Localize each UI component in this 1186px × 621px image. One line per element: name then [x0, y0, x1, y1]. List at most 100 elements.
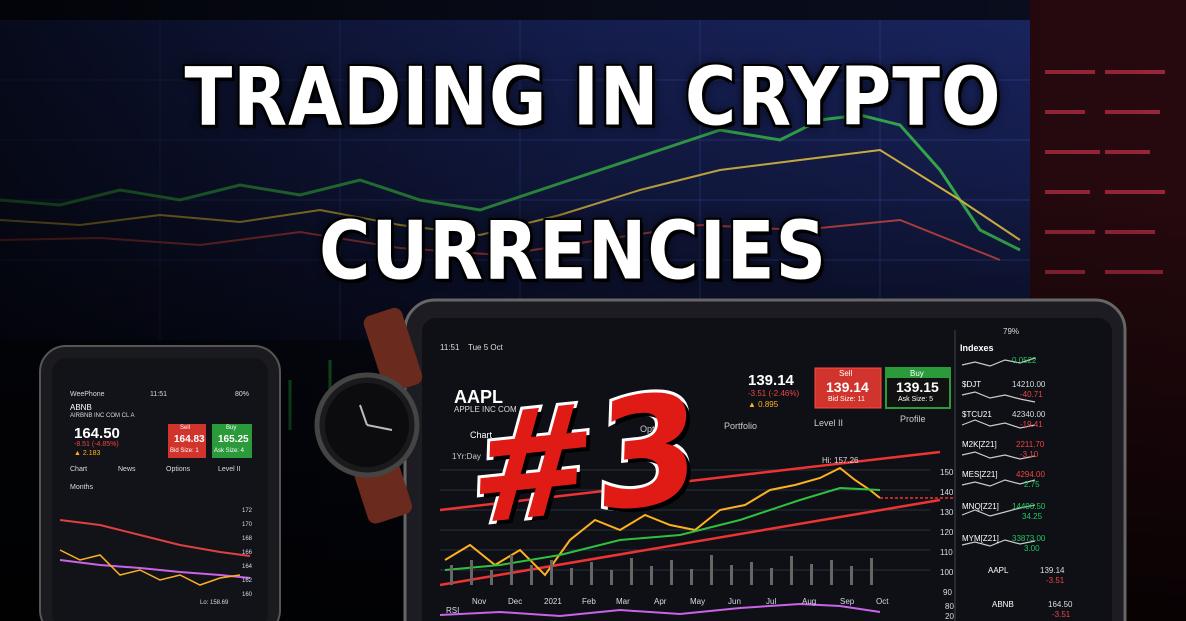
index-change: -40.71 [1020, 390, 1043, 399]
tablet-x-tick: Jun [728, 597, 741, 606]
tablet-tab-profile[interactable]: Profile [900, 414, 926, 424]
phone-device [39, 345, 281, 621]
tablet-y-tick: 90 [943, 588, 952, 597]
tablet-y-tick: 110 [940, 548, 953, 557]
tablet-x-tick: Dec [508, 597, 523, 606]
phone-y-tick: 168 [242, 536, 253, 542]
index-name[interactable]: MYM[Z21] [962, 534, 999, 543]
index-change: 3.00 [1024, 544, 1040, 553]
tablet-y-tick: 150 [940, 468, 954, 477]
title-line-1: TRADING IN CRYPTO [183, 48, 1002, 146]
tablet-y-tick: 120 [940, 528, 954, 537]
phone-y-tick: 166 [242, 550, 253, 556]
index-value: 4294.00 [1016, 470, 1045, 479]
tablet-ask-size: Ask Size: 5 [898, 396, 934, 403]
tablet-x-tick: 2021 [544, 597, 562, 606]
index-change: -3.10 [1020, 450, 1039, 459]
tablet-y-tick: 100 [940, 568, 954, 577]
tablet-sell-price[interactable]: 139.14 [826, 379, 869, 395]
tablet-hi-label: Hi: 157.26 [822, 456, 859, 465]
phone-ticker[interactable]: ABNB [70, 403, 92, 412]
tablet-x-tick: May [690, 597, 706, 606]
episode-number: #3 [465, 357, 706, 563]
phone-sell-price[interactable]: 164.83 [174, 434, 205, 445]
tablet-range[interactable]: 1Yr:Day [452, 452, 481, 461]
tablet-x-tick: Nov [472, 597, 487, 606]
phone-buy-price[interactable]: 165.25 [218, 434, 249, 445]
tablet-change: -3.51 (-2.46%) [748, 389, 800, 398]
index-value: 139.14 [1040, 566, 1065, 575]
phone-company: AIRBNB INC COM CL A [70, 413, 135, 419]
tablet-company: APPLE INC COM [454, 405, 517, 414]
index-value: 42340.00 [1012, 410, 1046, 419]
phone-y-tick: 162 [242, 578, 253, 584]
index-name[interactable]: MES[Z21] [962, 470, 998, 479]
tablet-tab-news[interactable]: News [560, 426, 583, 436]
tablet-x-tick: Sep [840, 597, 855, 606]
tablet-status-date: Tue 5 Oct [468, 343, 503, 352]
tablet-tab-portfolio[interactable]: Portfolio [724, 421, 758, 431]
tablet-x-tick: Jul [766, 597, 777, 606]
phone-battery: 80% [235, 391, 250, 398]
phone-range[interactable]: Months [70, 484, 93, 491]
index-name[interactable]: M2K[Z21] [962, 440, 997, 449]
phone-carrier: WeePhone [70, 391, 105, 398]
tablet-x-tick: Oct [876, 597, 889, 606]
phone-buy-label[interactable]: Buy [226, 425, 237, 431]
tablet-tab-level2[interactable]: Level II [814, 418, 844, 428]
index-name[interactable]: AAPL [988, 566, 1009, 575]
tablet-x-tick: Feb [582, 597, 596, 606]
index-change: 2.75 [1024, 480, 1040, 489]
index-value: 14496.50 [1012, 502, 1046, 511]
index-value: 14210.00 [1012, 380, 1046, 389]
phone-y-tick: 160 [242, 592, 253, 598]
title-line-2: CURRENCIES [317, 202, 828, 300]
index-change: 34.25 [1022, 512, 1043, 521]
tablet-rsi-tick: 20 [945, 612, 954, 621]
index-name[interactable]: MNQ[Z21] [962, 502, 999, 511]
tablet-tab-options[interactable]: Options [640, 424, 672, 434]
tablet-y-tick: 130 [940, 508, 954, 517]
index-name[interactable]: $DJT [962, 380, 982, 389]
phone-sell-label[interactable]: Sell [180, 425, 191, 431]
phone-bid-size: Bid Size: 1 [170, 448, 199, 454]
wristwatch [314, 307, 423, 524]
phone-tab-level2[interactable]: Level II [218, 466, 241, 473]
tablet-y-tick: 140 [940, 488, 954, 497]
phone-low-label: Lo: 158.69 [200, 600, 229, 606]
tablet-change-sub: ▲ 0.895 [748, 400, 779, 409]
tablet-bid-size: Bid Size: 11 [828, 396, 865, 403]
tablet-buy-price[interactable]: 139.15 [896, 379, 939, 395]
phone-last-price: 164.50 [74, 425, 120, 442]
phone-y-tick: 172 [242, 508, 253, 514]
phone-time: 11:51 [150, 391, 167, 398]
index-value: 0.0522 [1012, 356, 1037, 365]
tablet-rsi-label: RSI [446, 606, 460, 615]
index-value: 2211.70 [1016, 440, 1045, 449]
tablet-x-tick: Mar [616, 597, 630, 606]
phone-change: -8.51 (-4.85%) [74, 441, 119, 448]
phone-y-tick: 170 [242, 522, 253, 528]
phone-tab-options[interactable]: Options [166, 466, 191, 473]
tablet-x-tick: Aug [802, 597, 817, 606]
tablet-x-tick: Apr [654, 597, 667, 606]
tablet-last-price: 139.14 [748, 372, 794, 389]
phone-change-sub: ▲ 2.183 [74, 450, 101, 457]
tablet-status-time: 11:51 [440, 343, 460, 352]
indexes-header[interactable]: Indexes [960, 343, 994, 353]
phone-tab-news[interactable]: News [118, 466, 136, 473]
tablet-rsi-tick: 80 [945, 602, 954, 611]
tablet-buy-label[interactable]: Buy [910, 369, 924, 378]
tablet-sell-label[interactable]: Sell [839, 369, 853, 378]
index-change: -3.51 [1052, 610, 1071, 619]
tablet-battery: 79% [1003, 327, 1020, 336]
tablet-ticker[interactable]: AAPL [454, 387, 503, 407]
index-name[interactable]: $TCU21 [962, 410, 992, 419]
tablet-tab-chart[interactable]: Chart [470, 430, 493, 440]
index-name[interactable]: ABNB [992, 600, 1014, 609]
phone-ask-size: Ask Size: 4 [214, 448, 245, 454]
index-value: 164.50 [1048, 600, 1073, 609]
phone-tab-chart[interactable]: Chart [70, 466, 88, 473]
